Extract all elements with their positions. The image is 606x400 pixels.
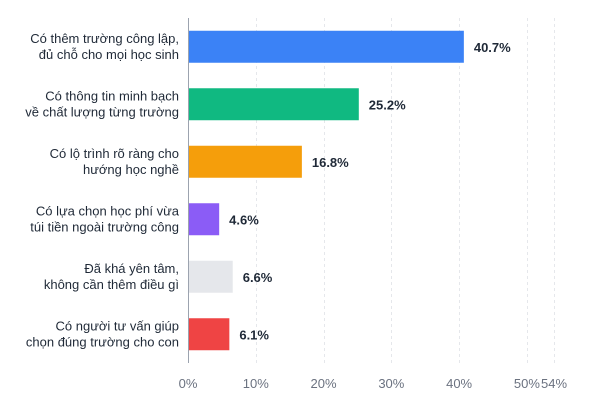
x-axis-ticks: 0% 10% 20% 30% 40% 50% 54% (179, 376, 568, 391)
category-label-line: không cần thêm điều gì (44, 277, 179, 292)
bar[interactable] (189, 145, 302, 178)
grid-lines (256, 18, 555, 363)
category-label-line: Có thêm trường công lập, (30, 31, 179, 46)
bar[interactable] (189, 88, 359, 121)
category-label-line: về chất lượng từng trường (25, 104, 179, 119)
bar[interactable] (189, 203, 220, 236)
category-label-line: Có người tư vấn giúp (56, 318, 180, 333)
category-label: Đã khá yên tâm, không cần thêm điều gì (44, 261, 179, 292)
category-label: Có thông tin minh bạch về chất lượng từng… (25, 88, 179, 119)
category-label-line: túi tiền ngoài trường công (30, 219, 179, 234)
category-label: Có lựa chọn học phí vừa túi tiền ngoài tr… (30, 203, 180, 234)
x-tick-label: 40% (446, 376, 472, 391)
bar[interactable] (189, 30, 464, 63)
category-label: Có lộ trình rõ ràng cho hướng học nghề (50, 146, 179, 177)
value-labels: 40.7% 25.2% 16.8% 4.6% 6.6% 6.1% (229, 40, 511, 343)
category-label-line: đủ chỗ cho mọi học sinh (39, 47, 179, 62)
value-label: 40.7% (474, 40, 511, 55)
x-tick-label: 54% (541, 376, 567, 391)
bar[interactable] (189, 260, 233, 293)
x-tick-label: 50% (514, 376, 540, 391)
x-tick-label: 10% (243, 376, 269, 391)
x-tick-label: 0% (179, 376, 198, 391)
value-label: 16.8% (312, 155, 349, 170)
category-label-line: Có lộ trình rõ ràng cho (50, 146, 179, 161)
category-label-line: Có thông tin minh bạch (45, 88, 179, 103)
category-label-line: Đã khá yên tâm, (84, 261, 179, 276)
category-label: Có người tư vấn giúp chọn đúng trường cho… (26, 318, 179, 349)
x-tick-label: 30% (378, 376, 404, 391)
bar[interactable] (189, 318, 230, 351)
bars (189, 30, 464, 351)
value-label: 25.2% (369, 97, 406, 112)
value-label: 6.6% (243, 270, 273, 285)
category-labels: Có thêm trường công lập, đủ chỗ cho mọi h… (25, 31, 180, 350)
category-label-line: Có lựa chọn học phí vừa (36, 203, 180, 218)
category-label-line: chọn đúng trường cho con (26, 334, 179, 349)
category-label-line: hướng học nghề (83, 162, 179, 177)
value-label: 6.1% (239, 327, 269, 342)
x-tick-label: 20% (311, 376, 337, 391)
value-label: 4.6% (229, 212, 259, 227)
category-label: Có thêm trường công lập, đủ chỗ cho mọi h… (30, 31, 179, 62)
